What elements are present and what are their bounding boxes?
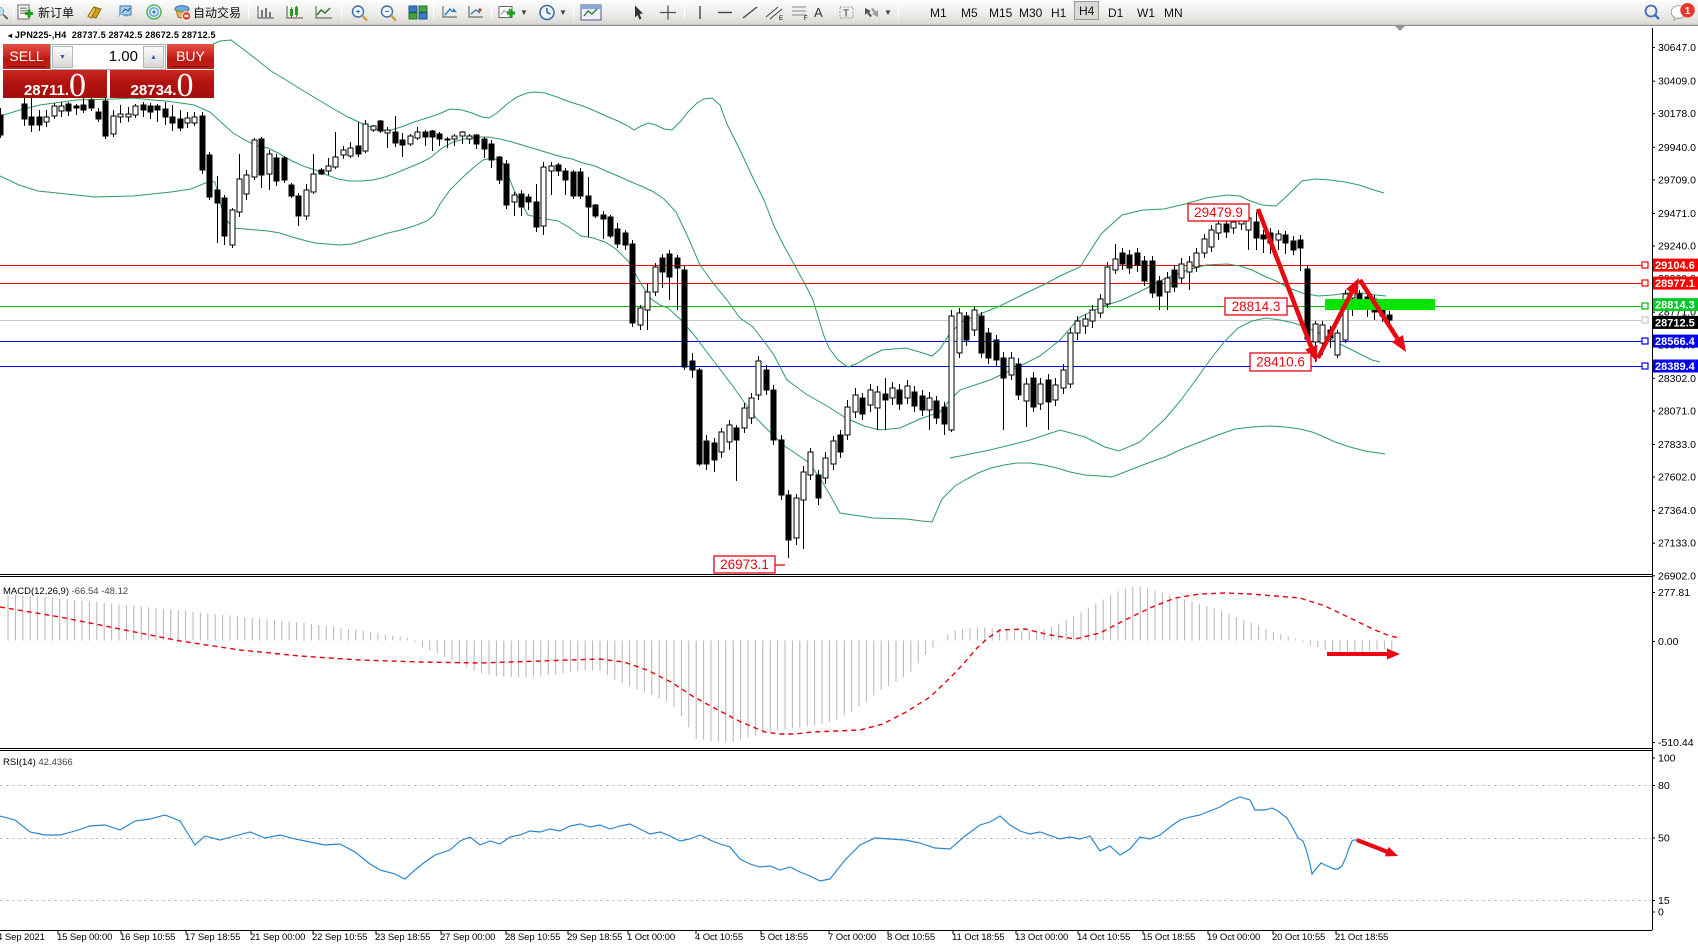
svg-text:27602.0: 27602.0 (1658, 472, 1696, 484)
svg-text:15 Oct 18:55: 15 Oct 18:55 (1142, 932, 1195, 943)
svg-text:8 Oct 10:55: 8 Oct 10:55 (887, 932, 935, 943)
svg-text:11 Oct 18:55: 11 Oct 18:55 (952, 932, 1005, 943)
svg-text:5 Oct 18:55: 5 Oct 18:55 (760, 932, 808, 943)
svg-text:26902.0: 26902.0 (1658, 570, 1696, 582)
svg-text:17 Sep 18:55: 17 Sep 18:55 (185, 932, 240, 943)
svg-text:27364.0: 27364.0 (1658, 505, 1696, 517)
svg-text:15 Sep 00:00: 15 Sep 00:00 (57, 932, 112, 943)
svg-text:14 Sep 2021: 14 Sep 2021 (0, 932, 45, 943)
svg-text:29104.6: 29104.6 (1655, 260, 1695, 272)
svg-text:277.81: 277.81 (1658, 587, 1690, 599)
svg-text:29471.0: 29471.0 (1658, 208, 1696, 220)
svg-text:29 Sep 18:55: 29 Sep 18:55 (567, 932, 622, 943)
svg-text:13 Oct 00:00: 13 Oct 00:00 (1015, 932, 1068, 943)
svg-text:27133.0: 27133.0 (1658, 538, 1696, 550)
svg-text:23 Sep 18:55: 23 Sep 18:55 (375, 932, 430, 943)
svg-text:28977.1: 28977.1 (1655, 278, 1695, 290)
svg-text:0.00: 0.00 (1658, 636, 1679, 648)
svg-text:28071.0: 28071.0 (1658, 405, 1696, 417)
svg-text:4 Oct 10:55: 4 Oct 10:55 (695, 932, 743, 943)
svg-text:7 Oct 00:00: 7 Oct 00:00 (828, 932, 876, 943)
svg-text:28814.3: 28814.3 (1232, 299, 1281, 314)
svg-text:F: F (804, 16, 808, 22)
svg-text:29479.9: 29479.9 (1194, 205, 1243, 220)
svg-text:21 Oct 18:55: 21 Oct 18:55 (1335, 932, 1388, 943)
svg-text:1 Oct 00:00: 1 Oct 00:00 (627, 932, 675, 943)
svg-text:29940.0: 29940.0 (1658, 142, 1696, 154)
svg-text:15: 15 (1658, 895, 1670, 907)
svg-text:28410.6: 28410.6 (1256, 355, 1305, 370)
svg-text:16 Sep 10:55: 16 Sep 10:55 (120, 932, 175, 943)
svg-text:E: E (779, 16, 783, 22)
svg-text:14 Oct 10:55: 14 Oct 10:55 (1077, 932, 1130, 943)
svg-text:27833.0: 27833.0 (1658, 439, 1696, 451)
svg-text:28712.5: 28712.5 (1655, 317, 1695, 329)
svg-text:50: 50 (1658, 833, 1670, 845)
svg-text:21 Sep 00:00: 21 Sep 00:00 (250, 932, 305, 943)
svg-text:-510.44: -510.44 (1658, 737, 1694, 749)
svg-text:30178.0: 30178.0 (1658, 108, 1696, 120)
svg-text:26973.1: 26973.1 (720, 557, 769, 572)
svg-text:28 Sep 10:55: 28 Sep 10:55 (505, 932, 560, 943)
svg-text:20 Oct 10:55: 20 Oct 10:55 (1272, 932, 1325, 943)
svg-text:28302.0: 28302.0 (1658, 373, 1696, 385)
svg-text:28566.4: 28566.4 (1655, 336, 1696, 348)
svg-text:1: 1 (1685, 6, 1691, 17)
svg-text:80: 80 (1658, 780, 1670, 792)
svg-text:27 Sep 00:00: 27 Sep 00:00 (440, 932, 495, 943)
svg-text:29240.0: 29240.0 (1658, 241, 1696, 253)
svg-text:30409.0: 30409.0 (1658, 76, 1696, 88)
svg-text:28814.3: 28814.3 (1655, 300, 1695, 312)
svg-text:100: 100 (1658, 753, 1676, 765)
svg-text:30647.0: 30647.0 (1658, 42, 1696, 54)
svg-text:29709.0: 29709.0 (1658, 174, 1696, 186)
svg-text:MACD(12,26,9) -66.54 -48.12: MACD(12,26,9) -66.54 -48.12 (3, 586, 128, 597)
svg-text:RSI(14) 42.4366: RSI(14) 42.4366 (3, 757, 73, 768)
svg-text:19 Oct 00:00: 19 Oct 00:00 (1207, 932, 1260, 943)
svg-text:0: 0 (1658, 907, 1664, 919)
svg-text:22 Sep 10:55: 22 Sep 10:55 (312, 932, 367, 943)
svg-text:T: T (843, 9, 849, 20)
svg-text:28389.4: 28389.4 (1655, 361, 1696, 373)
